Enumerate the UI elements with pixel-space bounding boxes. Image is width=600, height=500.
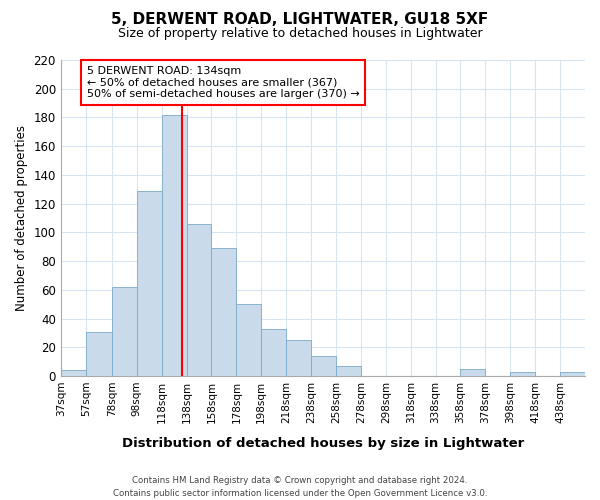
Bar [137,191,161,376]
Bar [460,369,485,376]
Text: 5 DERWENT ROAD: 134sqm
← 50% of detached houses are smaller (367)
50% of semi-de: 5 DERWENT ROAD: 134sqm ← 50% of detached… [87,66,359,99]
Y-axis label: Number of detached properties: Number of detached properties [15,125,28,311]
Bar [61,370,86,376]
Bar [236,304,261,376]
Bar [286,340,311,376]
Bar [161,114,187,376]
Bar [560,372,585,376]
Bar [510,372,535,376]
Bar [112,287,137,376]
Bar [187,224,211,376]
Text: Size of property relative to detached houses in Lightwater: Size of property relative to detached ho… [118,28,482,40]
Text: 5, DERWENT ROAD, LIGHTWATER, GU18 5XF: 5, DERWENT ROAD, LIGHTWATER, GU18 5XF [112,12,488,28]
Bar [336,366,361,376]
Bar [261,328,286,376]
Bar [211,248,236,376]
Bar [86,332,112,376]
Bar [311,356,336,376]
X-axis label: Distribution of detached houses by size in Lightwater: Distribution of detached houses by size … [122,437,524,450]
Text: Contains HM Land Registry data © Crown copyright and database right 2024.
Contai: Contains HM Land Registry data © Crown c… [113,476,487,498]
